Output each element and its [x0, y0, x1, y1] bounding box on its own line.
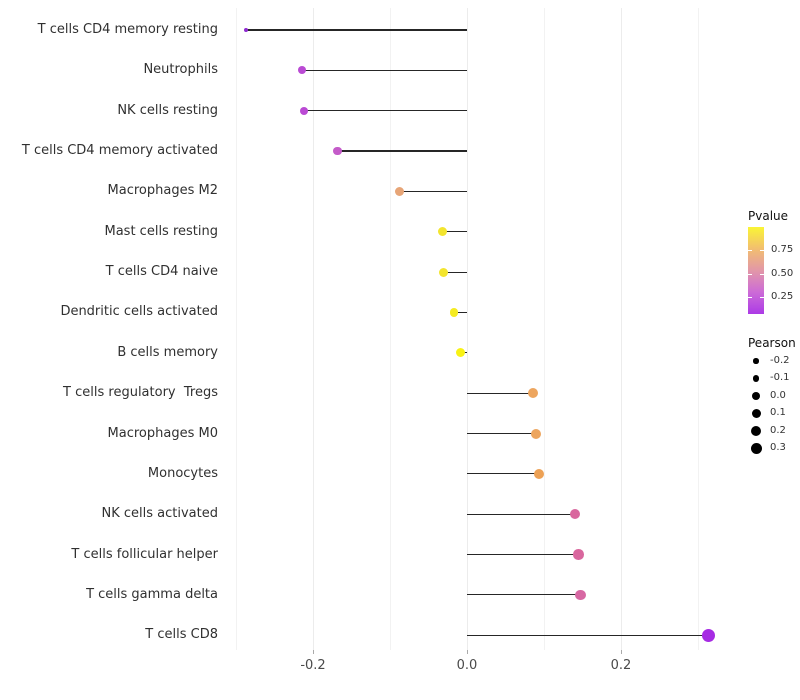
colorbar-tick-mark	[748, 273, 752, 275]
lollipop-stem	[467, 553, 579, 556]
pearson-size-label: -0.1	[770, 372, 790, 384]
lollipop-stem	[467, 392, 534, 394]
pvalue-colorbar	[748, 227, 764, 314]
colorbar-tick-mark	[748, 297, 752, 299]
x-axis-tick	[466, 650, 468, 654]
lollipop-dot	[569, 508, 581, 520]
colorbar-tick-label: 0.75	[771, 244, 794, 256]
y-axis-label: Macrophages M2	[107, 183, 218, 199]
lollipop-dot	[243, 27, 249, 33]
gridline-0	[466, 8, 468, 650]
x-axis-tick-label: 0.0	[456, 658, 478, 673]
lollipop-dot	[455, 348, 465, 358]
y-axis-label: Dendritic cells activated	[60, 304, 218, 320]
lollipop-stem	[246, 29, 467, 31]
pearson-size-dot	[750, 442, 762, 454]
y-axis-label: B cells memory	[117, 344, 218, 360]
pearson-size-dot	[752, 391, 760, 400]
y-axis-label: T cells gamma delta	[86, 586, 218, 602]
pearson-legend-title: Pearson	[748, 336, 796, 350]
gridline--0.2	[312, 8, 314, 650]
gridline-0.2	[620, 8, 622, 650]
pvalue-legend-title: Pvalue	[748, 209, 789, 223]
y-axis-label: T cells regulatory Tregs	[63, 385, 218, 401]
pearson-size-label: 0.3	[770, 442, 786, 453]
colorbar-tick-mark	[760, 297, 764, 299]
pearson-size-label: 0.2	[770, 424, 786, 436]
lollipop-dot	[531, 428, 542, 439]
y-axis-label: T cells CD4 memory activated	[21, 143, 218, 159]
gridline--0.3	[235, 8, 237, 650]
lollipop-stem	[467, 473, 540, 475]
lollipop-stem	[303, 110, 467, 112]
y-axis-label: T cells CD4 memory resting	[37, 22, 218, 37]
y-axis-label: Neutrophils	[143, 62, 218, 78]
lollipop-dot	[449, 308, 459, 317]
x-axis-tick-label: -0.2	[300, 658, 326, 673]
lollipop-stem	[467, 594, 581, 596]
x-axis-tick	[620, 650, 622, 654]
colorbar-tick-mark	[748, 250, 752, 252]
pearson-size-dot	[753, 358, 759, 364]
lollipop-dot	[333, 146, 343, 156]
colorbar-tick-mark	[760, 250, 764, 252]
lollipop-stem	[442, 231, 467, 233]
lollipop-stem	[467, 513, 575, 515]
lollipop-dot	[438, 267, 448, 277]
gridline-0.1	[543, 8, 545, 650]
lollipop-stem	[467, 634, 709, 636]
y-axis-label: T cells CD4 naive	[105, 264, 218, 280]
pearson-size-dot	[751, 408, 761, 418]
lollipop-dot	[299, 106, 308, 115]
lollipop-dot	[298, 66, 307, 75]
pearson-size-dot	[752, 375, 760, 382]
y-axis-label: T cells follicular helper	[71, 546, 218, 562]
lollipop-stem	[302, 69, 467, 71]
lollipop-stem	[399, 190, 467, 192]
y-axis-label: T cells CD8	[145, 627, 218, 643]
y-axis-label: NK cells resting	[117, 102, 218, 118]
colorbar-tick-label: 0.50	[771, 267, 794, 279]
y-axis-label: Macrophages M0	[107, 425, 218, 441]
y-axis-label: NK cells activated	[101, 506, 219, 522]
lollipop-dot	[394, 186, 404, 196]
lollipop-dot	[534, 468, 545, 479]
lollipop-stem	[443, 271, 467, 273]
colorbar-tick-mark	[760, 273, 764, 275]
lollipop-stem	[467, 432, 537, 435]
lollipop-dot	[437, 227, 447, 237]
x-axis-tick	[312, 650, 314, 654]
lollipop-dot	[528, 388, 539, 399]
lollipop-stem	[337, 150, 467, 152]
pearson-size-label: 0.1	[770, 407, 786, 419]
pearson-size-label: 0.0	[770, 389, 786, 401]
y-axis-label: Monocytes	[147, 465, 218, 481]
colorbar-tick-label: 0.25	[771, 291, 794, 303]
gridline-0.3	[697, 8, 699, 650]
lollipop-dot	[574, 589, 586, 601]
gridline--0.1	[389, 8, 391, 650]
lollipop-stem	[453, 311, 467, 314]
lollipop-dot	[702, 628, 716, 642]
pearson-size-label: -0.2	[770, 355, 790, 366]
lollipop-dot	[573, 549, 584, 560]
y-axis-label: Mast cells resting	[104, 223, 219, 239]
pearson-size-dot	[751, 425, 761, 436]
x-axis-tick-label: 0.2	[610, 658, 632, 673]
